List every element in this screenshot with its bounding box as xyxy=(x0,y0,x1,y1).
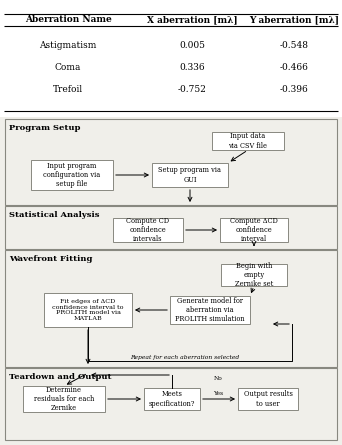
Text: Begin with
empty
Zernike set: Begin with empty Zernike set xyxy=(235,262,273,288)
Bar xyxy=(5,368,337,440)
Bar xyxy=(0,0,342,115)
Text: Meets
specification?: Meets specification? xyxy=(149,390,195,408)
Bar xyxy=(5,250,337,367)
Bar xyxy=(144,388,200,410)
Text: Fit edges of ΔCD
confidence interval to
PROLITH model via
MATLAB: Fit edges of ΔCD confidence interval to … xyxy=(52,299,124,321)
Bar xyxy=(113,218,183,242)
Bar xyxy=(5,206,337,249)
Bar xyxy=(170,296,250,324)
Bar xyxy=(220,218,288,242)
Bar xyxy=(0,117,342,445)
Text: Compute ΔCD
confidence
interval: Compute ΔCD confidence interval xyxy=(230,217,278,243)
Text: Wavefront Fitting: Wavefront Fitting xyxy=(9,255,92,263)
Text: -0.466: -0.466 xyxy=(279,64,308,73)
Text: 0.336: 0.336 xyxy=(179,64,205,73)
Text: Input program
configuration via
setup file: Input program configuration via setup fi… xyxy=(43,162,101,188)
Text: Generate model for
aberration via
PROLITH simulation: Generate model for aberration via PROLIT… xyxy=(175,297,245,323)
Bar xyxy=(5,119,337,205)
Bar xyxy=(23,386,105,412)
Text: -0.396: -0.396 xyxy=(280,85,308,94)
Text: Determine
residuals for each
Zernike: Determine residuals for each Zernike xyxy=(34,386,94,412)
Text: Statistical Analysis: Statistical Analysis xyxy=(9,211,100,219)
Bar xyxy=(212,132,284,150)
Text: Input data
via CSV file: Input data via CSV file xyxy=(228,133,267,150)
Text: Trefoil: Trefoil xyxy=(53,85,83,94)
Text: No: No xyxy=(214,376,222,381)
Text: Y aberration [mλ]: Y aberration [mλ] xyxy=(249,16,339,24)
Text: Yes: Yes xyxy=(213,391,223,396)
Text: 0.005: 0.005 xyxy=(179,41,205,50)
Text: Output results
to user: Output results to user xyxy=(244,390,292,408)
Text: Aberration Name: Aberration Name xyxy=(25,16,111,24)
Text: X aberration [mλ]: X aberration [mλ] xyxy=(147,16,237,24)
Text: Compute CD
confidence
intervals: Compute CD confidence intervals xyxy=(127,217,170,243)
Text: Astigmatism: Astigmatism xyxy=(39,41,97,50)
Text: Teardown and Output: Teardown and Output xyxy=(9,373,111,381)
Text: Setup program via
GUI: Setup program via GUI xyxy=(158,166,222,184)
Bar xyxy=(44,293,132,327)
Bar xyxy=(31,160,113,190)
Text: Program Setup: Program Setup xyxy=(9,124,80,132)
Text: -0.752: -0.752 xyxy=(177,85,207,94)
Bar xyxy=(221,264,287,286)
Text: Coma: Coma xyxy=(55,64,81,73)
Text: -0.548: -0.548 xyxy=(279,41,308,50)
Bar xyxy=(152,163,228,187)
Text: Repeat for each aberration selected: Repeat for each aberration selected xyxy=(130,356,240,360)
Bar xyxy=(238,388,298,410)
